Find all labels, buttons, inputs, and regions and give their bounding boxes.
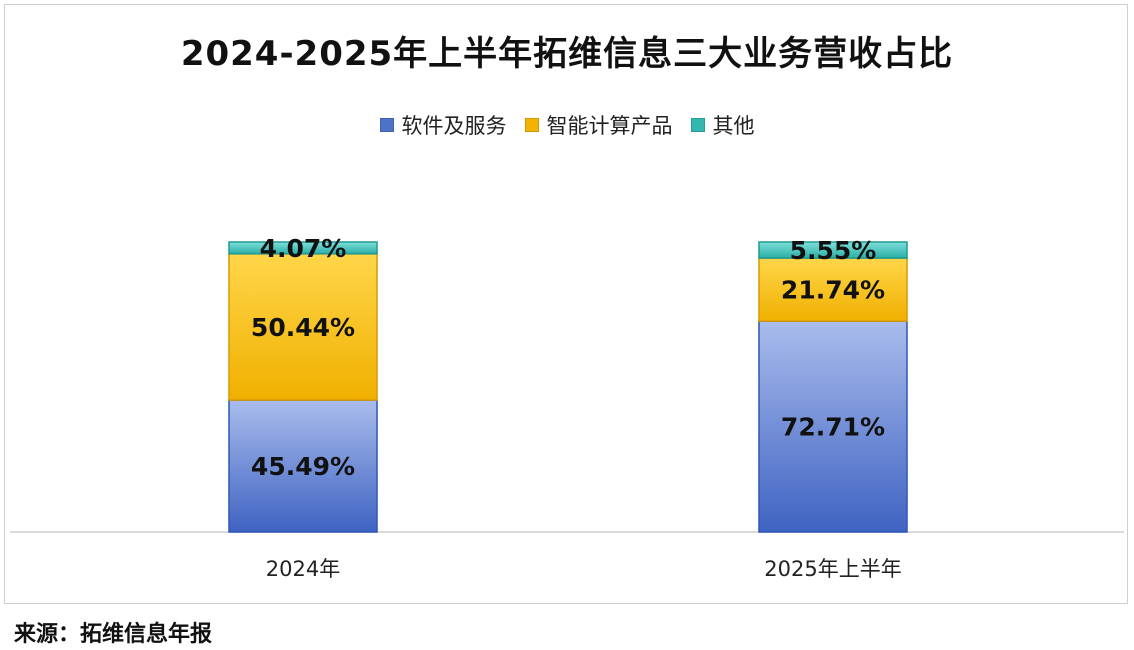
x-tick-label-0: 2024年 bbox=[266, 557, 340, 581]
data-label-computing-1: 21.74% bbox=[781, 276, 885, 305]
data-label-software-0: 45.49% bbox=[251, 452, 355, 481]
data-label-other-1: 5.55% bbox=[790, 236, 877, 265]
data-label-software-1: 72.71% bbox=[781, 413, 885, 442]
data-label-other-0: 4.07% bbox=[260, 234, 347, 263]
legend-label-software: 软件及服务 bbox=[401, 114, 507, 138]
bar-segment-software-1 bbox=[758, 320, 908, 533]
data-label-computing-0: 50.44% bbox=[251, 313, 355, 342]
source-note: 来源：拓维信息年报 bbox=[14, 622, 213, 647]
bar-segment-other-0 bbox=[228, 241, 378, 255]
legend-swatch-software bbox=[379, 118, 394, 132]
legend-item-other: 其他 bbox=[690, 110, 755, 140]
bar-segment-software-0 bbox=[228, 399, 378, 533]
legend-swatch-computing bbox=[524, 118, 539, 132]
bar-segment-other-1 bbox=[758, 241, 908, 259]
legend-item-computing: 智能计算产品 bbox=[524, 110, 673, 140]
legend-label-other: 其他 bbox=[712, 114, 755, 138]
legend: 软件及服务 智能计算产品 其他 bbox=[0, 110, 1134, 140]
legend-swatch-other bbox=[690, 118, 705, 132]
legend-label-computing: 智能计算产品 bbox=[546, 114, 673, 138]
chart-frame bbox=[4, 4, 1128, 604]
bar-segment-computing-0 bbox=[228, 253, 378, 401]
legend-item-software: 软件及服务 bbox=[379, 110, 507, 140]
chart-title: 2024-2025年上半年拓维信息三大业务营收占比 bbox=[180, 34, 954, 74]
x-tick-label-1: 2025年上半年 bbox=[764, 557, 901, 581]
